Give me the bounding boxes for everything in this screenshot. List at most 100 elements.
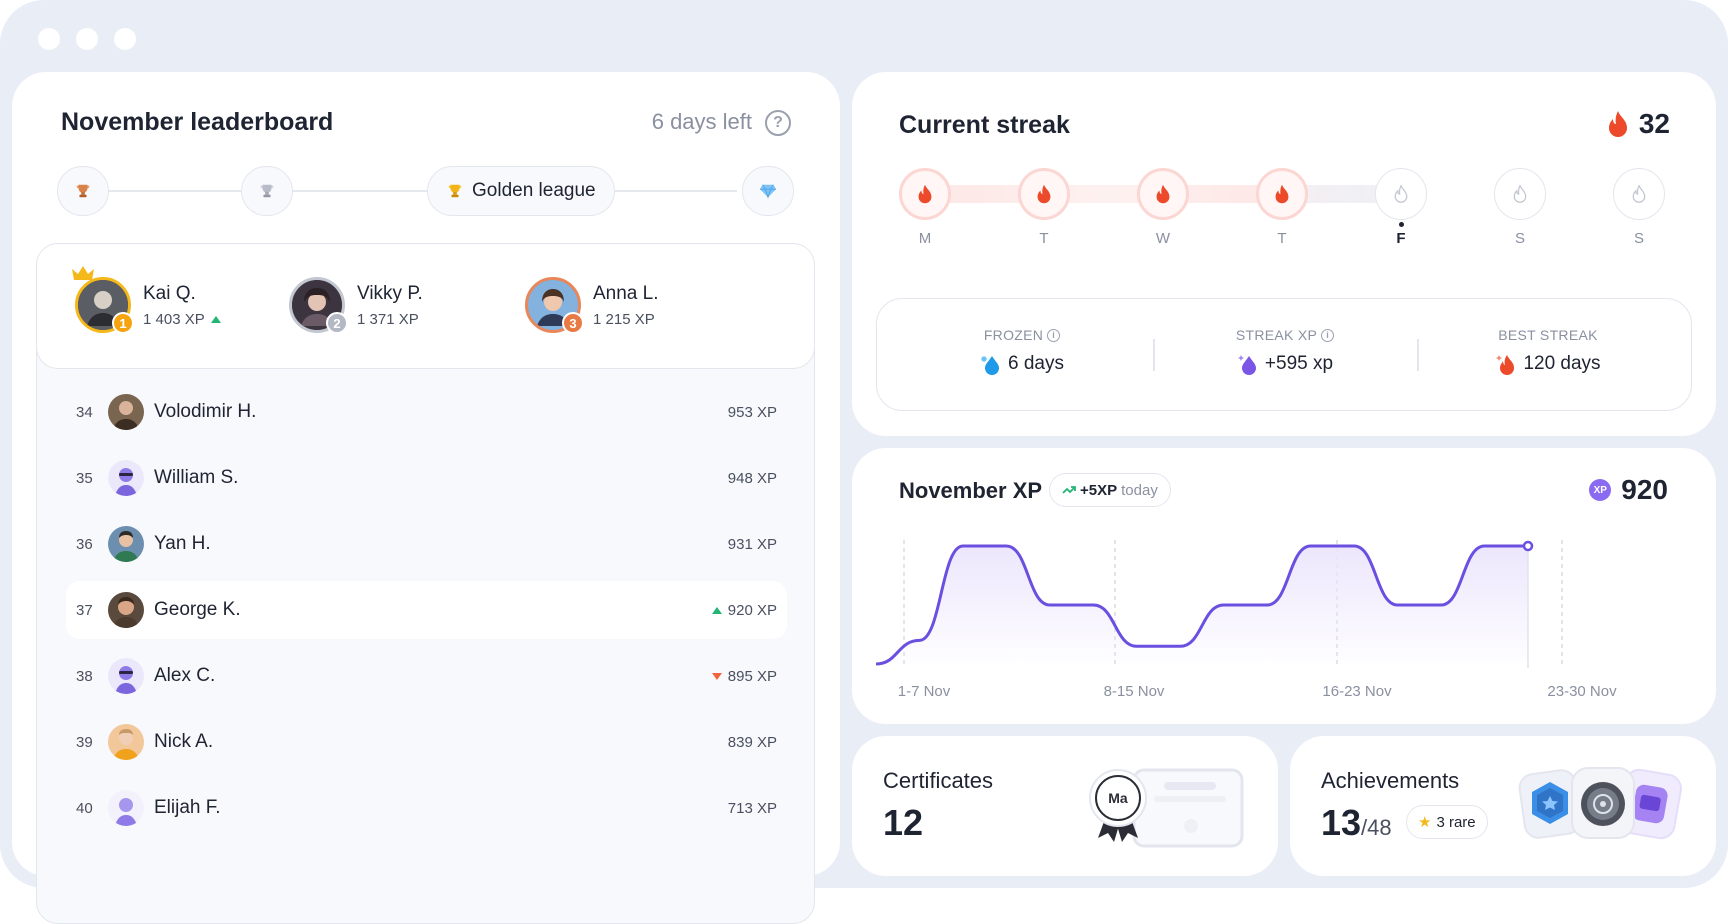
podium-entry[interactable]: 3 Anna L. 1 215 XP (525, 277, 659, 334)
flame-outline-icon (1513, 185, 1527, 203)
window-control-dot[interactable] (38, 28, 60, 50)
diamond-icon (759, 184, 777, 199)
xp-total-value: 920 (1621, 474, 1668, 505)
leaderboard-row[interactable]: 35 William S. 948 XP (66, 449, 787, 507)
leaderboard-row[interactable]: 36 Yan H. 931 XP (66, 515, 787, 573)
flame-outline-icon (1394, 185, 1408, 203)
avatar (108, 724, 144, 760)
certificate-illustration (1089, 768, 1244, 848)
achievements-card[interactable]: Achievements 13/48 ★ 3 rare (1290, 736, 1716, 876)
flame-icon (1037, 184, 1051, 204)
achievements-earned: 13 (1321, 802, 1362, 843)
trend-up-icon (210, 315, 221, 323)
chart-area (876, 546, 1528, 664)
avatar (108, 526, 144, 562)
rank-badge: 2 (326, 312, 348, 334)
golden-league-label: Golden league (472, 180, 596, 201)
day-streak-circle[interactable] (1613, 168, 1665, 220)
day-streak-circle[interactable] (1256, 168, 1308, 220)
xp-line-chart[interactable]: 1-7 Nov 8-15 Nov 16-23 Nov 23-30 Nov (852, 448, 1716, 724)
rare-badge: ★ 3 rare (1406, 805, 1488, 839)
silver-league-node[interactable] (241, 166, 293, 216)
bronze-league-node[interactable] (57, 166, 109, 216)
day-streak-circle[interactable] (1018, 168, 1070, 220)
help-icon[interactable]: ? (765, 110, 791, 136)
day-label: W (1155, 230, 1171, 247)
trend-down-icon (711, 672, 722, 680)
flame-icon (918, 184, 932, 204)
x-axis-tick-label: 1-7 Nov (898, 683, 951, 700)
day-streak-circle[interactable] (1494, 168, 1546, 220)
podium-entry[interactable]: 2 Vikky P. 1 371 XP (289, 277, 423, 334)
time-left: 6 days left (651, 109, 752, 134)
row-xp: 948 XP (727, 469, 777, 487)
day-label: T (1277, 230, 1287, 247)
podium-name: Kai Q. (143, 282, 196, 304)
leaderboard-row[interactable]: 38 Alex C. 895 XP (66, 647, 787, 705)
row-rank: 37 (76, 601, 93, 619)
leaderboard-row-current-user[interactable]: 37 George K. 920 XP (66, 581, 787, 639)
xp-total: XP 920 (1589, 474, 1668, 506)
flame-icon (1156, 184, 1170, 204)
day-streak-circle[interactable] (899, 168, 951, 220)
golden-league-node[interactable]: Golden league (427, 166, 615, 216)
gold-trophy-icon (448, 184, 462, 198)
day-label-today: F (1396, 230, 1406, 247)
row-name: William S. (154, 467, 239, 488)
xp-chart-title: November XP (899, 478, 1043, 503)
achievement-badges-illustration (1518, 767, 1682, 840)
row-rank: 38 (76, 667, 93, 685)
row-rank: 35 (76, 469, 93, 487)
xp-drop-icon (1237, 355, 1256, 375)
day-streak-circle[interactable] (1137, 168, 1189, 220)
stat-best-streak: BEST STREAK 120 days (1423, 327, 1673, 375)
silver-trophy-icon (260, 184, 274, 198)
leaderboard-row[interactable]: 34 Volodimir H. 953 XP (66, 383, 787, 441)
streak-stats: FROZEN i 6 days STREAK XP i +595 xp BEST S… (876, 298, 1692, 411)
certificates-title: Certificates (883, 768, 994, 793)
window-control-dot[interactable] (76, 28, 98, 50)
row-rank: 40 (76, 799, 93, 817)
avatar: 1 (72, 266, 134, 334)
row-rank: 36 (76, 535, 93, 553)
streak-title: Current streak (899, 111, 1070, 139)
flame-icon (1608, 111, 1627, 137)
certificates-card[interactable]: Certificates 12 Ma (852, 736, 1278, 876)
info-icon[interactable]: i (1047, 328, 1061, 342)
podium-name: Vikky P. (357, 282, 423, 304)
divider (1417, 339, 1419, 371)
leaderboard-card: November leaderboard 6 days left ? Golde… (12, 72, 840, 924)
frozen-drop-icon (981, 356, 999, 375)
today-marker (1399, 222, 1404, 227)
xp-today-badge: +5XP today (1049, 473, 1171, 507)
podium: 1 Kai Q. 1 403 XP 2 Vikky P. 1 371 XP (36, 243, 815, 369)
row-rank: 39 (76, 733, 93, 751)
achievements-total: /48 (1361, 815, 1392, 840)
rank-badge: 1 (112, 312, 134, 334)
chart-current-point[interactable] (1522, 540, 1534, 552)
rare-count: 3 rare (1436, 813, 1476, 831)
crown-icon (72, 266, 94, 280)
stat-value: 6 days (1008, 353, 1064, 374)
info-icon[interactable]: i (1321, 328, 1335, 342)
leaderboard-row[interactable]: 40 Elijah F. 713 XP (66, 779, 787, 837)
row-xp: 953 XP (727, 403, 777, 421)
podium-xp: 1 215 XP (593, 310, 655, 328)
day-streak-circle[interactable] (1375, 168, 1427, 220)
window-control-dot[interactable] (114, 28, 136, 50)
row-name: Yan H. (154, 533, 211, 554)
diamond-league-node[interactable] (742, 166, 794, 216)
row-xp: 895 XP (727, 667, 777, 685)
podium-name: Anna L. (593, 282, 659, 304)
trend-up-icon (711, 606, 722, 614)
chart-series-line (875, 544, 1528, 666)
divider (1153, 339, 1155, 371)
streak-progress-fade (1292, 185, 1402, 203)
podium-entry[interactable]: 1 Kai Q. 1 403 XP (72, 266, 221, 334)
stat-frozen: FROZEN i 6 days (897, 327, 1147, 375)
avatar: 2 (289, 277, 348, 334)
day-label: S (1514, 230, 1525, 247)
stat-value: +595 xp (1264, 353, 1334, 374)
xp-today-suffix: today (1121, 481, 1158, 499)
leaderboard-row[interactable]: 39 Nick A. 839 XP (66, 713, 787, 771)
